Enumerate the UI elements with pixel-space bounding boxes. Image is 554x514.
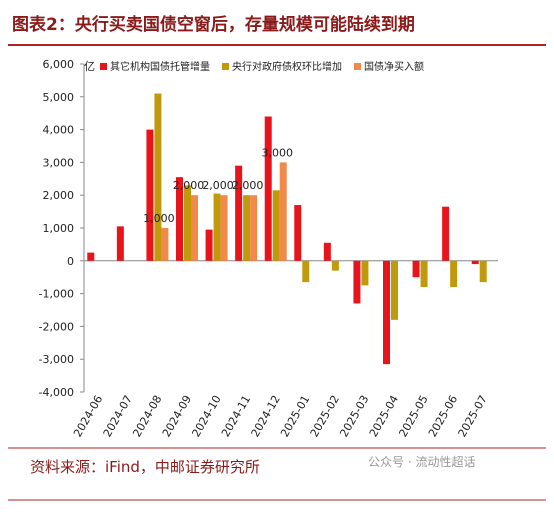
bar (272, 190, 280, 261)
data-label: 1,000 (143, 212, 175, 225)
bar (391, 260, 398, 320)
legend-label: 其它机构国债托管增量 (110, 60, 210, 73)
bar (450, 260, 458, 288)
legend-swatch (100, 63, 107, 70)
data-label: 2,000 (202, 179, 234, 192)
bar (479, 260, 487, 283)
source: 资料来源：iFind，中邮证券研究所 (30, 458, 260, 476)
bar (294, 205, 302, 261)
bar (250, 195, 258, 261)
bar (243, 195, 251, 261)
y-tick-label: 2,000 (43, 189, 75, 202)
y-tick-label: 5,000 (43, 91, 75, 104)
bar (383, 260, 390, 365)
bar (264, 116, 272, 261)
watermark: 公众号 · 流动性超话 (368, 454, 475, 469)
y-tick-label: 6,000 (43, 58, 75, 71)
bar (176, 177, 183, 261)
y-tick-label: -2,000 (39, 320, 74, 333)
bar (87, 252, 95, 261)
legend-label: 国债净买入额 (364, 60, 424, 73)
bar (331, 260, 339, 271)
legend-swatch (222, 63, 229, 70)
bar (235, 165, 243, 261)
bar (146, 129, 154, 261)
bar (420, 260, 428, 288)
y-tick-label: 3,000 (43, 156, 75, 169)
bar (161, 228, 169, 261)
bar (184, 185, 191, 261)
bar (191, 195, 198, 261)
data-label: 2,000 (232, 179, 264, 192)
bar (279, 162, 287, 261)
bar (412, 260, 420, 278)
y-tick-label: -4,000 (39, 386, 74, 399)
y-tick-label: 1,000 (43, 222, 75, 235)
bar (471, 260, 479, 265)
y-tick-label: 0 (67, 255, 74, 268)
bar (361, 260, 369, 286)
bar (154, 93, 162, 261)
y-tick-label: -3,000 (39, 353, 74, 366)
bar (353, 260, 361, 304)
y-unit: 亿 (84, 60, 95, 73)
data-label: 3,000 (261, 146, 293, 159)
bar (323, 242, 331, 261)
legend-swatch (354, 63, 361, 70)
bar (205, 229, 213, 261)
y-tick-label: 4,000 (43, 124, 75, 137)
bar (213, 193, 221, 261)
bar (220, 195, 228, 261)
data-label: 2,000 (173, 179, 205, 192)
bar (302, 260, 310, 283)
bar (116, 226, 124, 261)
bar (442, 206, 450, 261)
y-tick-label: -1,000 (39, 288, 74, 301)
chart-title: 图表2：央行买卖国债空窗后，存量规模可能陆续到期 (12, 14, 415, 35)
legend-label: 央行对政府债权环比增加 (232, 60, 342, 73)
